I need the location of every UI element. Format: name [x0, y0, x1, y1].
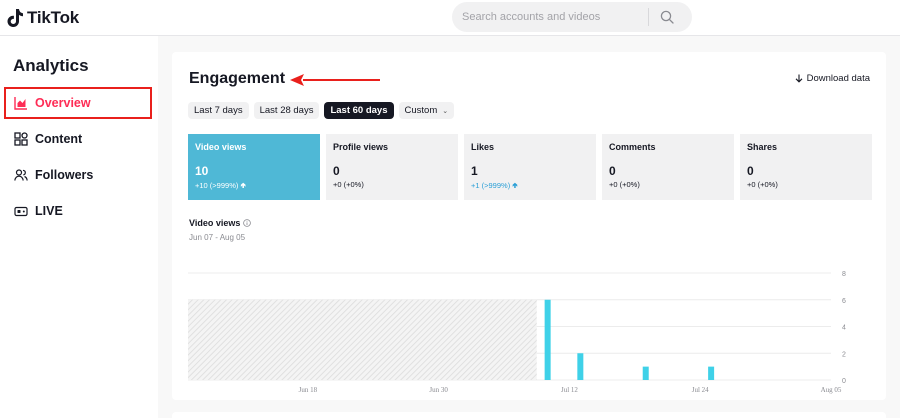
main-content: Engagement Download data Last 7 days Las…: [158, 36, 900, 418]
chart-date-range: Jun 07 - Aug 05: [189, 233, 246, 242]
logo-text: TikTok: [27, 8, 80, 27]
grid-icon: [14, 132, 28, 146]
x-tick-label: Jul 12: [561, 386, 578, 394]
chart-bar: [577, 353, 584, 380]
chart-bar: [642, 366, 649, 380]
y-tick-label: 8: [842, 271, 846, 278]
search-bar: [452, 2, 692, 32]
range-custom-dropdown[interactable]: Custom ⌄: [398, 102, 455, 119]
metric-change: +10 (>999%) 🢁: [195, 180, 313, 193]
metric-change: +0 (+0%): [747, 180, 778, 189]
chart-bars-icon: [14, 97, 27, 110]
chart-bar: [708, 366, 715, 380]
metric-value: 0: [609, 164, 616, 178]
search-button[interactable]: [649, 2, 685, 32]
download-icon: [795, 74, 802, 83]
search-divider: [648, 8, 649, 26]
metric-value: 0: [747, 164, 754, 178]
metric-card-profile-views[interactable]: Profile views 0 +0 (+0%): [326, 134, 458, 200]
chart-bar: [544, 299, 551, 380]
top-bar: TikTok: [0, 0, 900, 36]
metric-value: 10: [195, 164, 209, 178]
x-tick-label: Aug 05: [821, 386, 842, 394]
arrow-up-icon: 🢁: [240, 181, 246, 190]
tiktok-note-icon: [7, 9, 23, 27]
sidebar-item-label: LIVE: [35, 204, 63, 218]
sidebar-title: Analytics: [13, 56, 89, 75]
metric-label: Likes: [471, 142, 495, 152]
metric-change: +0 (+0%): [333, 180, 364, 189]
chart-label-text: Video views: [189, 218, 241, 228]
y-tick-label: 2: [842, 351, 846, 358]
metric-card-shares[interactable]: Shares 0 +0 (+0%): [740, 134, 872, 200]
date-range-selector: Last 7 days Last 28 days Last 60 days Cu…: [188, 102, 455, 119]
engagement-card: Engagement Download data Last 7 days Las…: [172, 52, 886, 400]
chevron-down-icon: ⌄: [442, 107, 449, 115]
x-tick-label: Jun 18: [299, 386, 318, 394]
search-input[interactable]: [452, 11, 648, 23]
arrow-up-icon: 🢁: [512, 181, 518, 190]
range-last-7-days[interactable]: Last 7 days: [188, 102, 249, 119]
y-tick-label: 6: [842, 298, 846, 305]
download-label: Download data: [806, 73, 870, 84]
x-tick-label: Jun 30: [429, 386, 448, 394]
search-icon: [660, 10, 674, 24]
engagement-title: Engagement: [189, 70, 286, 87]
metric-card-comments[interactable]: Comments 0 +0 (+0%): [602, 134, 734, 200]
metric-card-video-views[interactable]: Video views 10 +10 (>999%) 🢁: [188, 134, 320, 200]
red-arrow-annotation: [290, 74, 380, 86]
sidebar: Analytics Overview Content Followers: [0, 36, 158, 418]
no-data-region: [188, 299, 537, 380]
sidebar-item-overview[interactable]: Overview: [4, 87, 152, 119]
y-tick-label: 4: [842, 325, 846, 332]
metric-label: Video views: [195, 142, 247, 152]
video-views-chart: Jun 18 Jun 30 Jul 12 Jul 24 Aug 05 0 2 4 6 8: [188, 271, 846, 394]
download-data-button[interactable]: Download data: [795, 73, 870, 84]
metric-card-likes[interactable]: Likes 1 +1 (>999%) 🢁: [464, 134, 596, 200]
sidebar-item-followers[interactable]: Followers: [4, 159, 152, 191]
sidebar-item-label: Overview: [35, 96, 91, 110]
metric-change: +1 (>999%) 🢁: [471, 180, 589, 193]
chart-label: Video views: [189, 218, 252, 228]
range-custom-label: Custom: [404, 105, 438, 116]
people-icon: [14, 169, 28, 181]
sidebar-item-live[interactable]: LIVE: [4, 195, 152, 227]
metric-value: 1: [471, 164, 478, 178]
y-tick-label: 0: [842, 378, 846, 385]
tiktok-logo[interactable]: TikTok: [6, 6, 79, 30]
live-camera-icon: [14, 206, 28, 217]
info-icon[interactable]: [243, 219, 252, 227]
metric-label: Shares: [747, 142, 778, 152]
metric-cards: Video views 10 +10 (>999%) 🢁 Profile vie…: [188, 134, 872, 200]
metric-change: +0 (+0%): [609, 180, 640, 189]
metric-label: Profile views: [333, 142, 389, 152]
x-tick-label: Jul 24: [692, 386, 709, 394]
sidebar-item-label: Content: [35, 132, 83, 146]
range-last-28-days[interactable]: Last 28 days: [253, 102, 320, 119]
sidebar-item-content[interactable]: Content: [4, 123, 152, 155]
range-last-60-days[interactable]: Last 60 days: [324, 102, 394, 119]
metric-change-text: +10 (>999%): [195, 181, 239, 190]
metric-change-text: +1 (>999%): [471, 181, 511, 190]
metric-label: Comments: [609, 142, 656, 152]
metric-value: 0: [333, 164, 340, 178]
secondary-card: [172, 412, 886, 418]
sidebar-item-label: Followers: [35, 168, 94, 182]
